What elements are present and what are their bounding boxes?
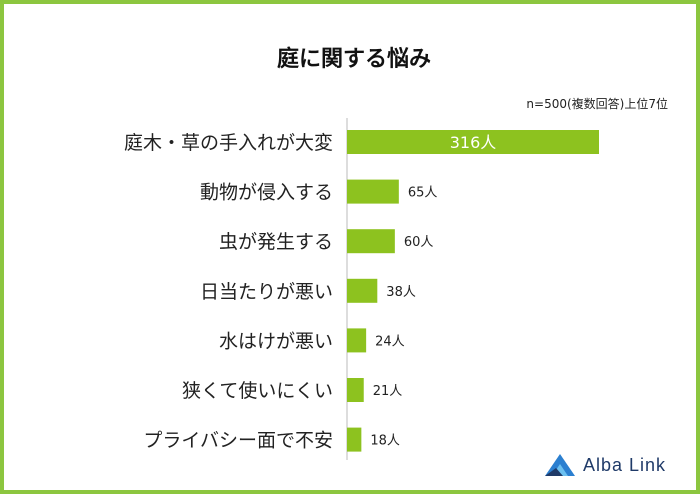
bar [347, 179, 399, 204]
category-label: 日当たりが悪い [200, 281, 333, 303]
value-label: 316人 [450, 133, 497, 152]
category-label: 狭くて使いにくい [182, 380, 333, 402]
value-label: 65人 [408, 186, 438, 201]
bar [347, 130, 599, 154]
bar [347, 229, 395, 254]
category-label: 水はけが悪い [219, 330, 333, 352]
value-label: 18人 [370, 434, 400, 449]
bar [347, 278, 378, 303]
category-label: 庭木・草の手入れが大変 [124, 132, 333, 154]
category-label: プライバシー面で不安 [143, 430, 333, 452]
brand-logo: Alba Link [543, 452, 666, 478]
category-label: 動物が侵入する [200, 182, 333, 204]
sample-note: n=500(複数回答)上位7位 [526, 97, 668, 111]
value-label: 24人 [375, 334, 405, 349]
bar [347, 378, 364, 402]
brand-name: Alba Link [583, 454, 667, 475]
value-label: 38人 [386, 285, 416, 300]
alba-link-logo-icon [545, 454, 575, 476]
value-label: 21人 [373, 384, 403, 399]
bar [347, 427, 362, 452]
value-label: 60人 [404, 235, 434, 250]
chart-title: 庭に関する悩み [276, 47, 431, 72]
bar [347, 328, 367, 353]
category-label: 虫が発生する [219, 231, 333, 253]
